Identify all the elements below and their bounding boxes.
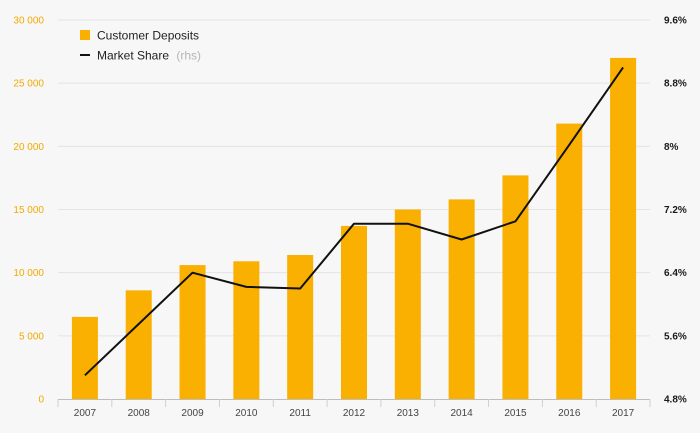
x-tick-label: 2015 xyxy=(504,408,527,419)
legend-label-market-share: Market Share (rhs) xyxy=(97,49,201,63)
x-tick-label: 2016 xyxy=(558,408,581,419)
legend: Customer Deposits Market Share (rhs) xyxy=(80,29,201,63)
right-tick-label: 9.6% xyxy=(664,16,687,27)
x-tick-label: 2017 xyxy=(612,408,635,419)
line-series-market-share xyxy=(84,66,624,377)
bar xyxy=(610,57,637,400)
bar xyxy=(502,175,529,399)
gridlines xyxy=(58,19,650,337)
left-tick-label: 25 000 xyxy=(13,79,44,90)
left-tick-label: 0 xyxy=(38,395,44,406)
x-tick-label: 2011 xyxy=(289,408,311,419)
bar xyxy=(556,123,583,400)
bar xyxy=(179,265,206,399)
right-tick-label: 7.2% xyxy=(664,205,687,216)
x-tick-label: 2007 xyxy=(74,408,97,419)
x-tick-label: 2014 xyxy=(451,408,474,419)
right-y-axis: 4.8% 5.6% 6.4% 7.2% 8% 8.8% 9.6% xyxy=(664,16,687,406)
x-tick-label: 2013 xyxy=(397,408,420,419)
left-tick-label: 10 000 xyxy=(13,268,44,279)
left-tick-label: 30 000 xyxy=(13,16,44,27)
x-tick-label: 2012 xyxy=(343,408,366,419)
bar xyxy=(394,209,421,399)
bar xyxy=(125,290,152,399)
x-axis: 2007 2008 2009 2010 2011 2012 2013 2014 2015 2016… xyxy=(57,399,651,419)
legend-label-market-share-suffix: (rhs) xyxy=(176,49,201,63)
bar xyxy=(71,316,98,399)
right-tick-label: 4.8% xyxy=(664,395,687,406)
left-tick-label: 5 000 xyxy=(19,331,44,342)
legend-label-market-share-name: Market Share xyxy=(97,49,169,63)
bar xyxy=(448,199,475,399)
left-tick-label: 20 000 xyxy=(13,142,44,153)
left-tick-label: 15 000 xyxy=(13,205,44,216)
bar-series-customer-deposits xyxy=(71,57,637,400)
x-tick-label: 2008 xyxy=(128,408,151,419)
bar xyxy=(233,261,260,399)
bar xyxy=(341,225,367,399)
left-y-axis: 0 5 000 10 000 15 000 20 000 25 000 30 000 xyxy=(13,16,44,406)
right-tick-label: 6.4% xyxy=(664,268,687,279)
x-tick-label: 2010 xyxy=(235,408,258,419)
legend-label-customer-deposits: Customer Deposits xyxy=(97,29,199,43)
legend-swatch-customer-deposits xyxy=(80,30,90,40)
market-share-line xyxy=(84,66,624,377)
right-tick-label: 5.6% xyxy=(664,331,687,342)
right-tick-label: 8% xyxy=(664,142,679,153)
right-tick-label: 8.8% xyxy=(664,79,687,90)
x-tick-label: 2009 xyxy=(181,408,204,419)
